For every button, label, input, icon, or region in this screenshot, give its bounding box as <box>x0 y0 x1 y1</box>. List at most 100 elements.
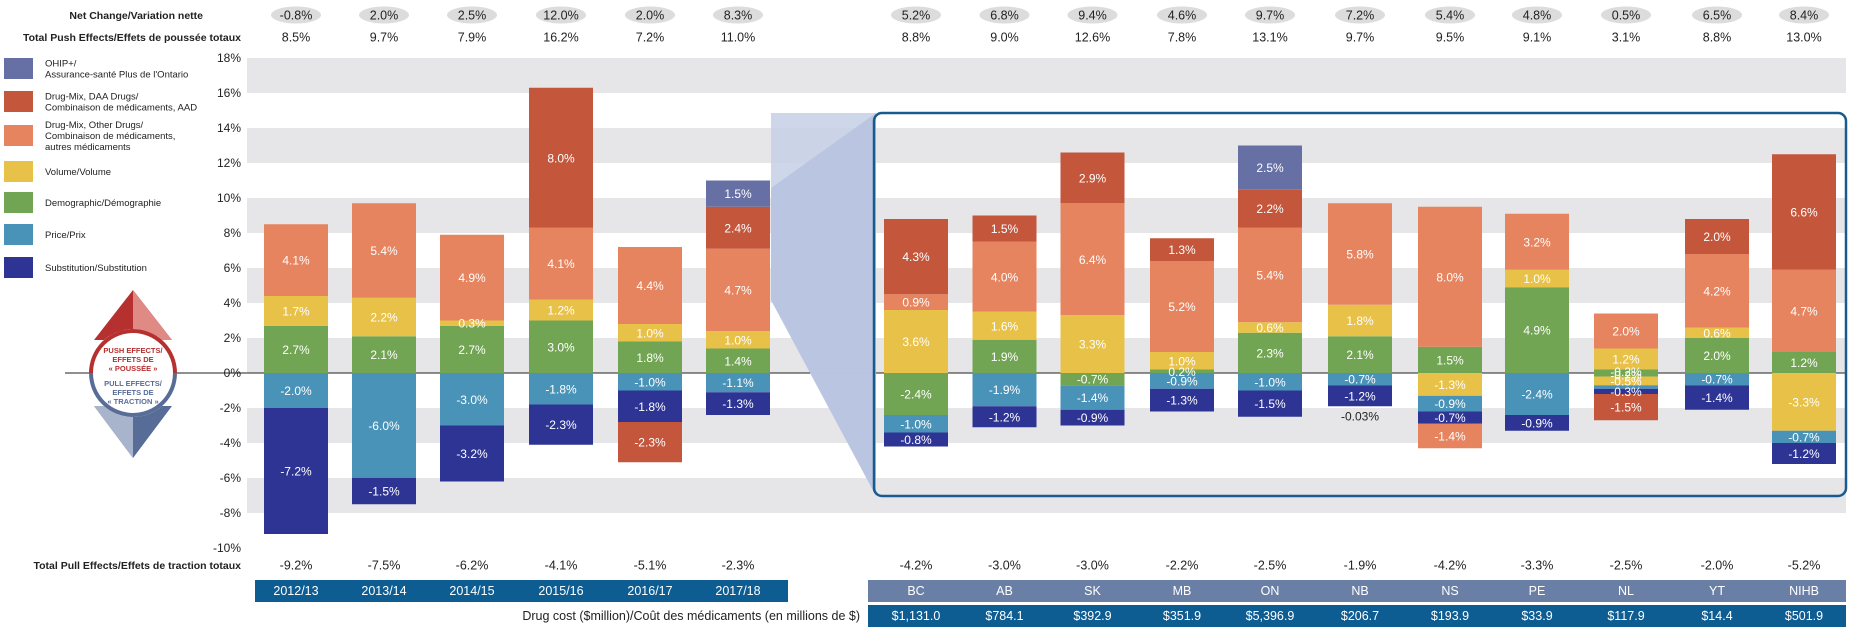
segment-label: 1.5% <box>991 222 1019 236</box>
total-push-value: 8.5% <box>282 31 311 45</box>
bar-segment <box>884 432 948 447</box>
bar-segment <box>440 234 504 321</box>
segment-label: 1.0% <box>1168 354 1196 368</box>
segment-label: 2.2% <box>370 311 398 325</box>
bar-segment <box>884 294 948 310</box>
legend-label: OHIP+/ <box>45 59 77 70</box>
net-change-header: Net Change/Variation nette <box>69 10 203 22</box>
bar-segment <box>1328 304 1392 337</box>
segment-label: 3.6% <box>902 335 930 349</box>
segment-label: -0.5% <box>1610 374 1642 388</box>
grid-band <box>247 268 1846 303</box>
y-tick-label: 2% <box>224 331 242 345</box>
segment-label: 1.7% <box>282 304 310 318</box>
segment-label: 2.1% <box>370 348 398 362</box>
drug-cost-value: $117.9 <box>1607 609 1644 623</box>
total-push-value: 9.7% <box>1346 31 1375 45</box>
segment-label: 5.4% <box>370 244 398 258</box>
segment-label: 1.3% <box>1168 243 1196 257</box>
bar-segment <box>352 373 416 478</box>
segment-label: 2.0% <box>1703 349 1731 363</box>
y-tick-label: 8% <box>224 226 242 240</box>
category-label: PE <box>1529 584 1546 598</box>
bar-segment <box>1685 219 1749 254</box>
segment-label: 2.0% <box>1612 325 1640 339</box>
segment-label: -1.2% <box>1788 447 1820 461</box>
bar-segment <box>1328 373 1392 386</box>
y-tick-label: 14% <box>217 121 241 135</box>
bar-segment <box>529 404 593 445</box>
legend-label: Combinaison de médicaments, AAD <box>45 103 197 114</box>
bar-segment <box>1594 313 1658 349</box>
category-label: NL <box>1618 584 1634 598</box>
push-arc <box>89 329 177 374</box>
segment-label: 3.2% <box>1523 235 1551 249</box>
bar-segment <box>618 422 682 463</box>
total-push-value: 3.1% <box>1612 31 1641 45</box>
segment-label: -0.7% <box>1434 411 1466 425</box>
bar-segment <box>352 336 416 373</box>
segment-label: -2.4% <box>900 388 932 402</box>
net-change-pill <box>1512 6 1562 24</box>
bar-segment <box>529 320 593 373</box>
bar-segment <box>1060 152 1125 204</box>
segment-label: -0.2% <box>1610 368 1642 382</box>
segment-label: 0.6% <box>1703 326 1731 340</box>
segment-label: 4.4% <box>636 279 664 293</box>
total-push-value: 9.0% <box>990 31 1019 45</box>
net-change-value: 2.5% <box>458 9 487 23</box>
bar-segment <box>1418 346 1482 373</box>
bar-segment <box>1238 145 1302 190</box>
total-push-value: 13.0% <box>1786 31 1821 45</box>
segment-label: -2.3% <box>545 418 577 432</box>
drug-cost-value: $14.4 <box>1701 609 1732 623</box>
segment-label: -2.4% <box>1521 388 1553 402</box>
grid-band <box>247 408 1846 443</box>
bar-segment <box>1772 443 1836 464</box>
y-tick-label: -2% <box>220 401 242 415</box>
total-pull-value: -4.2% <box>1434 559 1467 573</box>
segment-label: -2.0% <box>280 384 312 398</box>
total-push-value: 16.2% <box>543 31 578 45</box>
segment-label: -1.0% <box>1254 375 1286 389</box>
segment-label: -0.9% <box>1077 411 1109 425</box>
segment-label: -1.9% <box>989 383 1021 397</box>
segment-label: -1.1% <box>722 376 754 390</box>
bar-segment <box>264 408 328 534</box>
segment-label: -0.7% <box>1788 430 1820 444</box>
drug-cost-label: Drug cost ($million)/Coût des médicament… <box>522 609 860 623</box>
net-change-value: 4.8% <box>1523 9 1552 23</box>
total-push-value: 12.6% <box>1075 31 1110 45</box>
total-push-value: 9.7% <box>370 31 399 45</box>
y-tick-label: 0% <box>224 366 242 380</box>
segment-label: 5.2% <box>1168 300 1196 314</box>
bar-segment <box>618 247 682 324</box>
bar-segment <box>1150 238 1214 261</box>
push-arrow-light <box>133 290 172 340</box>
segment-label: -0.8% <box>900 433 932 447</box>
segment-label: -2.3% <box>634 436 666 450</box>
bar-segment <box>1685 254 1749 328</box>
drug-cost-value: $5,396.9 <box>1246 609 1295 623</box>
total-pull-header: Total Pull Effects/Effets de traction to… <box>34 560 242 572</box>
bar-segment <box>529 373 593 405</box>
bar-segment <box>440 373 504 426</box>
bar-segment <box>1594 369 1658 373</box>
total-pull-value: -5.1% <box>634 559 667 573</box>
total-push-value: 9.5% <box>1436 31 1465 45</box>
net-change-value: 5.2% <box>902 9 931 23</box>
zoom-wedge-shadow <box>771 113 876 496</box>
segment-label: 2.5% <box>1256 161 1284 175</box>
bar-segment <box>884 310 948 373</box>
net-change-pill <box>1245 6 1295 24</box>
segment-labels: 2.7% 1.7% 4.1% -2.0% -7.2% 2.1% 2.2% 5.4% -6.0% -… <box>280 151 1820 498</box>
bar-segment <box>1418 423 1482 449</box>
segment-label: 1.5% <box>724 187 752 201</box>
grid-band <box>247 58 1846 93</box>
y-tick-label: 6% <box>224 261 242 275</box>
segment-label: -1.5% <box>1610 401 1642 415</box>
bar-segment <box>1328 385 1392 407</box>
jurisdiction-band <box>868 580 1846 602</box>
bar-segment <box>1772 430 1836 443</box>
bar-segment <box>440 320 504 326</box>
